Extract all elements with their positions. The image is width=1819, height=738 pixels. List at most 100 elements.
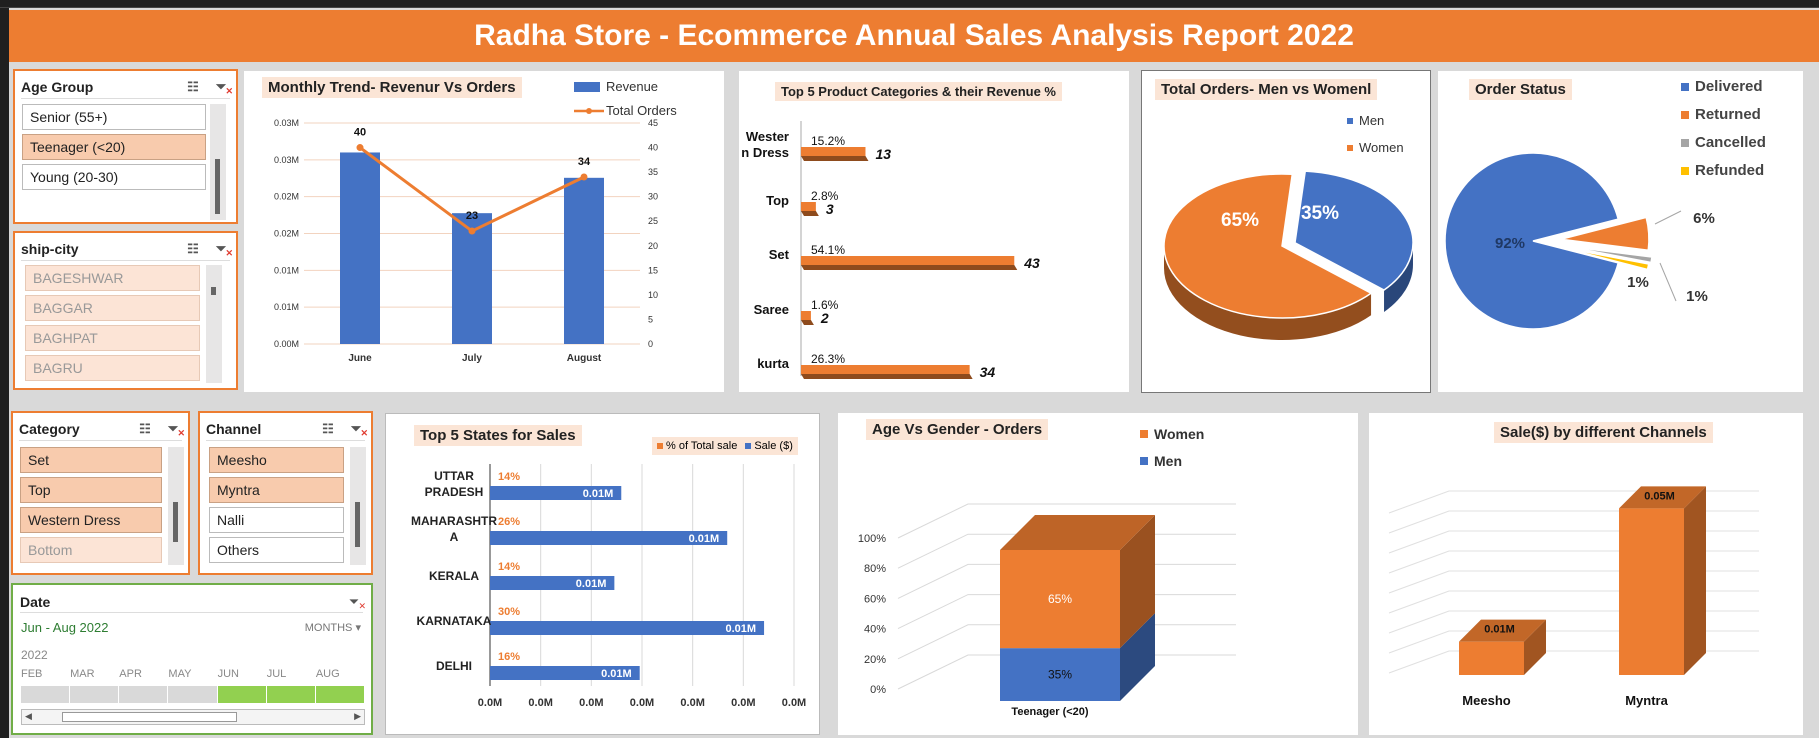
chart-legend: % of Total sale Sale ($): [652, 437, 798, 455]
slicer-item-bagru[interactable]: BAGRU: [25, 355, 200, 381]
clear-filter-icon[interactable]: ⏷: [164, 421, 185, 441]
legend-label: Delivered: [1695, 78, 1763, 95]
chart-title: Sale($) by different Channels: [1494, 422, 1713, 443]
clear-filter-icon[interactable]: ⏷: [212, 79, 233, 99]
timeline-scrollbar[interactable]: ◀ ▶: [21, 709, 365, 725]
slicer-item-top[interactable]: Top: [20, 477, 162, 503]
slicer-item-young[interactable]: Young (20-30): [22, 164, 206, 190]
y-tick-left: 0.03M: [274, 118, 299, 128]
multi-select-icon[interactable]: ☷: [187, 78, 199, 94]
channel-slicer[interactable]: Channel ☷ ⏷ Meesho Myntra Nalli Others: [198, 411, 373, 575]
multi-select-icon[interactable]: ☷: [322, 420, 334, 436]
data-label: 0.01M: [583, 488, 614, 500]
x-tick: 0.0M: [680, 697, 704, 709]
value-label: 13: [875, 146, 891, 162]
slicer-scrollbar[interactable]: [210, 104, 226, 220]
legend-label: Men: [1359, 113, 1385, 128]
timeline-month-label: MAR: [70, 668, 95, 680]
timeline-month-bar[interactable]: [70, 686, 119, 703]
slicer-item-teenager[interactable]: Teenager (<20): [22, 134, 206, 160]
x-tick: July: [462, 353, 482, 364]
value-label: 3: [826, 201, 834, 217]
timeline-month-bar[interactable]: [119, 686, 168, 703]
category-slicer[interactable]: Category ☷ ⏷ Set Top Western Dress Botto…: [11, 411, 190, 575]
slicer-item-others[interactable]: Others: [209, 537, 344, 563]
legend-women: Women: [1140, 426, 1204, 442]
multi-select-icon[interactable]: ☷: [187, 240, 199, 256]
x-tick: 0.0M: [630, 697, 654, 709]
channel-bar-side: [1684, 486, 1706, 675]
slicer-header: Channel ☷ ⏷: [206, 417, 368, 441]
timeline-month-label: JUN: [217, 668, 239, 680]
sale-channels-chart: 0.01M Meesho 0.05M Myntra: [1388, 486, 1759, 708]
percent-label: 54.1%: [811, 243, 845, 257]
stack-segment-side: [1120, 515, 1155, 649]
age-group-slicer[interactable]: Age Group ☷ ⏷ Senior (55+) Teenager (<20…: [13, 69, 238, 224]
slicer-item-western-dress[interactable]: Western Dress: [20, 507, 162, 533]
y-tick-right: 30: [648, 192, 658, 202]
timeline-month-bar[interactable]: [168, 686, 217, 703]
clear-filter-icon[interactable]: ⏷: [347, 421, 368, 441]
slicer-item-bageshwar[interactable]: BAGESHWAR: [25, 265, 200, 291]
category-label: PRADESH: [425, 485, 484, 499]
multi-select-icon[interactable]: ☷: [139, 420, 151, 436]
legend-men: Men: [1347, 113, 1384, 128]
timeline-month-bar[interactable]: [315, 686, 364, 703]
slicer-item-baggar[interactable]: BAGGAR: [25, 295, 200, 321]
slicer-item-meesho[interactable]: Meesho: [209, 447, 344, 473]
legend-returned: Returned: [1681, 106, 1761, 123]
scroll-thumb[interactable]: [173, 502, 178, 542]
legend-swatch: [1140, 430, 1148, 438]
category-label: KARNATAKA: [417, 614, 492, 628]
data-label: 34: [578, 156, 591, 168]
legend-line-swatch: [574, 107, 604, 114]
scroll-thumb[interactable]: [215, 159, 220, 214]
slicer-item-baghpat[interactable]: BAGHPAT: [25, 325, 200, 351]
timeline-bar[interactable]: [21, 686, 365, 703]
monthly-trend-chart: 0.00M 0.01M 0.01M 0.02M 0.02M 0.03M 0.03M 0 5 10 1…: [274, 118, 658, 364]
bar-sale: [490, 486, 622, 500]
legend-label: % of Total sale: [666, 440, 738, 452]
pie-slice: [1560, 216, 1650, 252]
data-label: 35%: [1048, 668, 1072, 682]
slicer-scrollbar[interactable]: [168, 447, 184, 565]
category-label: DELHI: [436, 659, 472, 673]
channel-bar: [1459, 641, 1524, 675]
slicer-item-bottom[interactable]: Bottom: [20, 537, 162, 563]
date-timeline[interactable]: Date ⏷ Jun - Aug 2022 MONTHS ▾ 2022 FEB M…: [11, 583, 373, 735]
point-total-orders: [468, 227, 476, 235]
bar-revenue: [340, 152, 380, 344]
ship-city-slicer[interactable]: ship-city ☷ ⏷ BAGESHWAR BAGGAR BAGHPAT B…: [13, 231, 238, 390]
percent-label: 15.2%: [811, 134, 845, 148]
slicer-item-myntra[interactable]: Myntra: [209, 477, 344, 503]
bar-revenue: [564, 177, 604, 344]
legend-label: Returned: [1695, 106, 1761, 123]
clear-filter-icon[interactable]: ⏷: [212, 241, 233, 261]
data-label: 0.01M: [689, 533, 720, 545]
bar-sale: [490, 666, 640, 680]
timeline-month-bar[interactable]: [217, 686, 266, 703]
category-bar-shadow: [801, 211, 819, 216]
timeline-month-bar[interactable]: [266, 686, 315, 703]
orders-gender-chart: 35% 65%: [1163, 170, 1414, 340]
slicer-scrollbar[interactable]: [350, 447, 366, 565]
timeline-months: FEB MAR APR MAY JUN JUL AUG: [21, 668, 365, 682]
slicer-scrollbar[interactable]: [206, 265, 222, 383]
scroll-left-icon[interactable]: ◀: [25, 711, 32, 721]
pie-slice: [1444, 152, 1620, 330]
slicer-item-senior[interactable]: Senior (55+): [22, 104, 206, 130]
scroll-thumb[interactable]: [355, 502, 360, 547]
slicer-item-nalli[interactable]: Nalli: [209, 507, 344, 533]
timeline-month-bar[interactable]: [21, 686, 70, 703]
clear-filter-icon[interactable]: ⏷: [345, 594, 366, 614]
timeline-header: Date ⏷: [20, 591, 366, 614]
timeline-level-dropdown[interactable]: MONTHS ▾: [305, 621, 361, 634]
y-tick-left: 0.02M: [274, 192, 299, 202]
y-tick-right: 40: [648, 143, 658, 153]
slicer-item-set[interactable]: Set: [20, 447, 162, 473]
scroll-thumb[interactable]: [62, 712, 237, 722]
legend-women: Women: [1347, 140, 1404, 155]
timeline-month-label: APR: [119, 668, 142, 680]
scroll-thumb[interactable]: [211, 287, 216, 295]
scroll-right-icon[interactable]: ▶: [354, 711, 361, 721]
